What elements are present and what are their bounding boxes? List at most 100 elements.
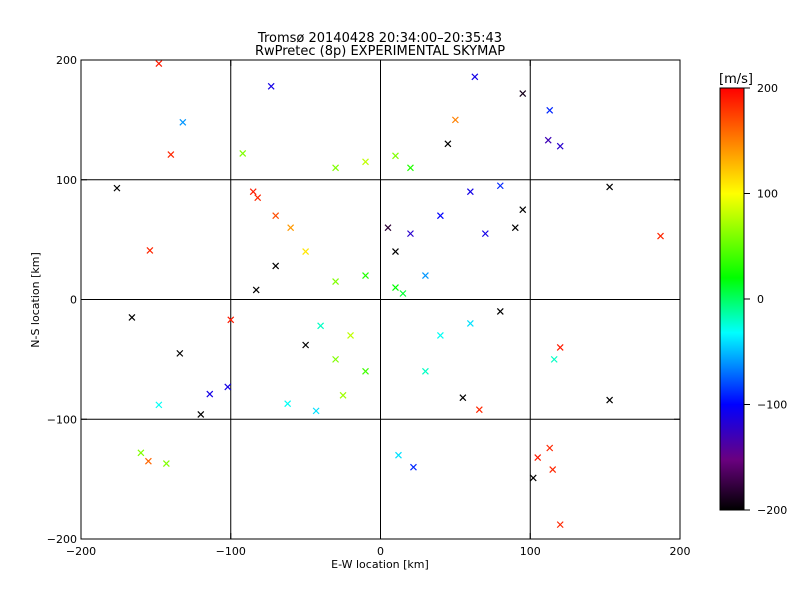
y-tick-label: 100	[56, 174, 77, 187]
data-point	[519, 90, 527, 97]
colorbar-tick-label: −200	[757, 504, 787, 517]
data-point	[471, 73, 479, 81]
colorbar-label: [m/s]	[719, 72, 753, 87]
data-point	[657, 232, 664, 240]
data-point	[407, 164, 414, 172]
data-point	[544, 136, 552, 144]
data-point	[392, 152, 399, 160]
data-point	[317, 322, 325, 330]
data-point	[179, 118, 187, 126]
data-point	[529, 474, 537, 482]
data-point	[459, 394, 467, 402]
data-point	[410, 463, 417, 471]
data-point	[481, 230, 489, 238]
colorbar-tick-label: −100	[757, 399, 787, 412]
y-tick-label: 200	[56, 54, 77, 67]
data-point	[392, 248, 399, 256]
data-point	[167, 151, 175, 159]
data-point	[252, 286, 260, 294]
x-tick-label: −200	[66, 545, 96, 558]
data-point	[384, 224, 392, 232]
chart-title-line1: Tromsø 20140428 20:34:00–20:35:43	[257, 31, 502, 46]
data-point	[451, 116, 459, 124]
data-point	[302, 248, 310, 256]
data-point	[399, 290, 407, 297]
data-point	[519, 206, 527, 214]
data-point	[436, 212, 444, 220]
data-point	[302, 341, 310, 349]
data-point	[155, 401, 163, 409]
data-point	[466, 188, 474, 196]
data-point	[162, 460, 170, 467]
data-point	[272, 212, 280, 220]
data-point	[549, 466, 557, 473]
data-point	[137, 449, 145, 457]
colorbar	[719, 87, 745, 511]
data-point	[362, 158, 369, 166]
data-point	[606, 183, 614, 191]
y-tick-label: −100	[47, 413, 77, 426]
data-point	[444, 140, 452, 148]
data-point	[475, 406, 483, 414]
data-point	[197, 411, 205, 418]
data-point	[176, 349, 184, 357]
data-point	[332, 278, 339, 285]
data-point	[113, 184, 121, 192]
colorbar-tick-label: 0	[757, 293, 764, 306]
data-point	[534, 454, 542, 461]
data-point	[206, 390, 214, 398]
data-point	[546, 106, 554, 114]
data-point	[254, 194, 262, 202]
data-point	[436, 332, 444, 339]
data-point	[407, 230, 414, 238]
chart-title-line2: RwPretec (8p) EXPERIMENTAL SKYMAP	[255, 44, 505, 59]
data-point	[339, 391, 347, 399]
x-tick-label: 0	[377, 545, 384, 558]
y-axis-label: N-S location [km]	[29, 252, 42, 348]
data-point	[362, 367, 369, 375]
data-point	[287, 224, 295, 232]
data-point	[249, 188, 257, 196]
data-point	[224, 383, 232, 391]
data-point	[128, 314, 136, 321]
x-tick-label: 100	[520, 545, 541, 558]
data-point	[272, 262, 280, 270]
data-point	[496, 182, 504, 190]
data-point	[347, 332, 354, 339]
data-point	[146, 246, 154, 254]
data-point	[511, 224, 519, 232]
data-point	[312, 407, 320, 415]
data-point	[496, 308, 504, 315]
data-point	[144, 457, 152, 465]
data-point	[392, 284, 399, 291]
data-point	[332, 164, 339, 172]
data-point	[267, 82, 275, 90]
y-axis-ticks: −200 −100 0 100 200	[47, 54, 680, 546]
data-point	[332, 355, 339, 363]
data-point	[556, 343, 564, 351]
data-point	[362, 272, 369, 279]
data-point	[550, 355, 558, 363]
data-point	[466, 320, 474, 327]
data-point	[422, 367, 429, 375]
data-point	[227, 316, 235, 324]
data-point	[239, 149, 247, 157]
x-axis-label: E-W location [km]	[331, 558, 429, 571]
y-tick-label: −200	[47, 533, 77, 546]
colorbar-ticks: 200 100 0 −100 −200	[744, 82, 787, 517]
data-point	[546, 444, 554, 452]
data-point	[556, 142, 564, 150]
data-point	[606, 396, 614, 404]
data-point	[395, 451, 402, 459]
x-tick-label: 200	[670, 545, 691, 558]
x-axis-ticks: −200 −100 0 100 200	[66, 60, 691, 558]
data-point	[155, 60, 163, 68]
colorbar-tick-label: 200	[757, 82, 778, 95]
data-point	[422, 272, 429, 279]
y-tick-label: 0	[70, 294, 77, 307]
data-point	[284, 400, 292, 408]
colorbar-tick-label: 100	[757, 188, 778, 201]
x-tick-label: −100	[216, 545, 246, 558]
data-points	[113, 60, 664, 529]
data-point	[556, 521, 564, 529]
